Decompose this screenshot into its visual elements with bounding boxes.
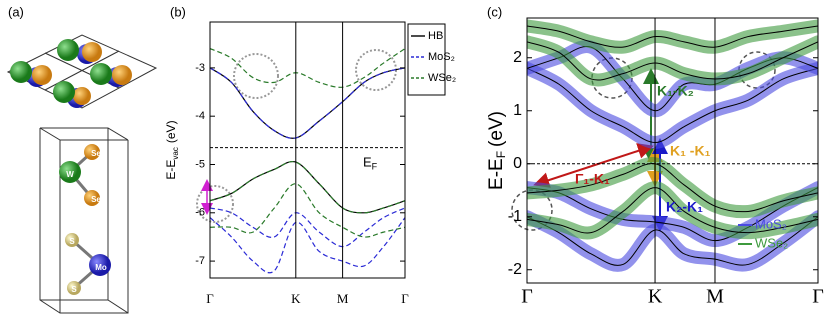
atoms: Se W Se S Mo S (59, 144, 111, 295)
band-core (527, 187, 818, 234)
x-tick-label: K (291, 291, 301, 306)
y-tick-label: -6 (195, 207, 205, 219)
fermi-label: EF (363, 155, 378, 172)
plot-area (527, 19, 818, 272)
fat-band (527, 19, 818, 54)
y-tick-label: 0 (513, 155, 522, 172)
atom-label: Se (91, 149, 101, 158)
panel-label: (c) (487, 4, 502, 19)
band-core (527, 67, 818, 144)
side-view (39, 127, 129, 314)
y-tick-label: -4 (195, 110, 205, 122)
highlight-circles (196, 49, 397, 223)
chart: (c) Γ K M Γ -2 -1 0 1 2 E-EF (eV) MoS₂ WSe₂ K₁-K₂ K₁ -K… (486, 4, 824, 307)
y-label-main: E-E (164, 160, 178, 180)
atom-label: S (69, 237, 75, 246)
band-line (210, 67, 405, 139)
y-tick-label: -3 (195, 62, 205, 74)
x-tick-label: M (337, 291, 349, 306)
band-core (527, 187, 818, 242)
plot-frame (526, 17, 819, 284)
transition-label: Γ₁-K₁ (575, 171, 610, 187)
band-core (527, 163, 818, 213)
panel-label: (b) (170, 4, 186, 19)
y-axis-label: E-EF (eV) (486, 111, 508, 190)
fermi-label-sub: F (372, 162, 378, 172)
legend-label: WSe₂ (755, 235, 788, 250)
top-view (6, 34, 158, 109)
atom-label: Se (91, 195, 101, 204)
atom-label: W (66, 170, 74, 179)
y-label-unit: (eV) (486, 111, 507, 147)
y-tick-label: 1 (513, 102, 522, 119)
atom-label: S (71, 285, 77, 294)
legend-label: HB (428, 30, 443, 42)
y-label-sub: F (494, 151, 508, 158)
y-label-sub: vac (171, 147, 180, 159)
y-tick-label: -5 (195, 158, 205, 170)
x-tick-label: K (648, 286, 663, 308)
atom-label: Mo (95, 263, 107, 272)
band-core (527, 216, 818, 266)
band-core (527, 41, 818, 81)
panel-label: (a) (8, 4, 24, 19)
x-tick-label: Γ (206, 291, 214, 306)
band-line (210, 217, 405, 274)
chart: (b) EF Γ K M Γ -7 -6 -5 -4 -3 E-Evac (eV) HB MoS₂ WSe₂ (164, 4, 456, 306)
band-line (210, 48, 405, 88)
legend-label: MoS₂ (755, 216, 787, 231)
y-axis-label: E-Evac (eV) (164, 120, 180, 179)
y-tick-label: -2 (508, 261, 522, 278)
x-tick-label: Γ (521, 286, 533, 308)
band-core (527, 25, 818, 48)
y-label-main: E-E (486, 158, 507, 190)
x-tick-label: M (706, 286, 724, 308)
plot-frame (209, 21, 406, 279)
x-tick-label: Γ (401, 291, 409, 306)
band-line (210, 207, 405, 248)
y-label-unit: (eV) (164, 120, 178, 143)
fermi-label-main: E (363, 155, 372, 170)
band-line (210, 183, 405, 238)
band-line (210, 160, 405, 214)
transition-label: K₁ -K₁ (670, 143, 711, 159)
y-tick-label: 2 (513, 49, 522, 66)
legend-label: MoS₂ (428, 51, 455, 63)
y-tick-label: -7 (195, 255, 205, 267)
y-tick-label: -1 (508, 208, 522, 225)
transition-label: K₁-K₂ (657, 83, 694, 99)
transition-label: K₂-K₁ (666, 199, 703, 215)
x-tick-label: Γ (812, 286, 824, 308)
legend-label: WSe₂ (428, 72, 456, 84)
plot-area (210, 48, 405, 274)
band-line (210, 67, 405, 139)
